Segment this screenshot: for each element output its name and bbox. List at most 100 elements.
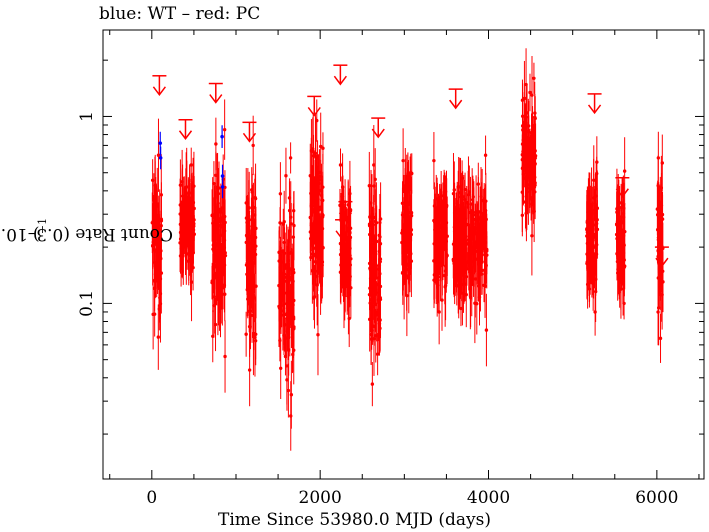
pc-data-point [463,282,467,286]
pc-data-point [313,236,317,240]
upper-limit-arrow [152,75,167,97]
pc-data-point [622,169,627,173]
pc-data-point [465,260,469,265]
upper-limit-arrow [587,93,602,115]
pc-data-point [348,191,352,196]
upper-limit-head [587,104,602,115]
upper-limit-arrow [654,246,669,268]
data-marks [150,48,669,451]
pc-data-point [451,259,456,263]
pc-data-point [214,142,218,146]
pc-data-point [656,310,660,314]
y-tick-label: 1 [77,111,97,122]
pc-data-point [407,215,411,219]
pc-data-point [445,203,449,208]
upper-limit-arrow [615,176,630,198]
pc-data-point [476,182,481,186]
pc-data-point [459,220,463,224]
pc-data-point [372,163,376,167]
pc-data-point [377,321,382,326]
pc-data-point [472,243,477,247]
pc-data-point [153,260,157,265]
x-tick-label: 2000 [299,488,342,508]
pc-data-point [223,292,227,296]
pc-data-point [223,214,227,219]
pc-data-point [313,151,318,156]
pc-data-point [402,279,406,283]
pc-data-point [435,253,439,257]
pc-data-point [210,279,214,283]
pc-data-point [284,174,288,178]
pc-data-point [338,241,343,246]
pc-data-point [157,268,161,272]
pc-data-point [593,201,597,206]
pc-data-point [285,378,289,382]
pc-data-point [220,233,225,237]
pc-data-point [215,173,220,178]
pc-data-point [484,328,489,332]
pc-data-point [213,322,218,327]
pc-data-point [253,213,257,217]
pc-data-point [247,218,251,222]
pc-data-point [251,143,255,148]
pc-data-point [378,272,382,276]
pc-data-point [152,203,156,208]
pc-data-point [186,195,191,199]
pc-data-point [483,153,488,157]
pc-data-point [152,312,157,316]
pc-data-point [593,310,597,314]
pc-data-point [441,231,445,235]
pc-data-point [278,338,282,343]
pc-data-point [341,205,345,209]
pc-data-point [321,146,325,150]
pc-data-point [154,273,159,277]
pc-data-point [157,307,162,311]
pc-data-point [478,217,482,221]
pc-data-point [159,193,163,197]
pc-data-point [246,270,251,274]
pc-data-point [439,202,443,207]
pc-data-point [530,93,534,97]
pc-data-point [458,195,463,199]
pc-data-point [401,158,405,163]
pc-data-point [343,278,347,283]
pc-data-point [210,213,214,218]
pc-data-point [523,141,528,146]
pc-data-point [150,244,155,248]
pc-data-point [312,296,316,300]
wt-data-point [158,156,163,160]
pc-data-point [291,315,296,319]
pc-data-point [222,127,227,132]
pc-data-point [158,244,162,248]
pc-data-point [156,153,161,157]
pc-data-point [439,225,444,230]
pc-data-point [585,220,589,225]
pc-data-point [400,271,405,275]
pc-data-point [378,242,383,246]
pc-data-point [216,248,220,253]
pc-data-point [616,227,620,232]
pc-data-point [463,217,468,222]
pc-data-point [311,154,316,158]
pc-data-point [438,256,442,260]
pc-data-point [178,203,183,207]
pc-data-point [368,301,372,305]
pc-data-point [289,215,293,219]
pc-data-point [587,211,591,215]
pc-data-point [480,268,484,273]
upper-limit-head [333,75,347,86]
pc-data-point [656,235,661,240]
pc-data-point [469,249,474,254]
pc-data-point [533,156,537,160]
pc-data-point [525,186,529,191]
pc-data-point [369,298,374,302]
y-axis-label-tail: ) [32,224,40,245]
pc-data-point [585,241,590,246]
pc-data-point [247,368,252,372]
pc-data-point [291,235,296,239]
pc-data-point [622,265,627,269]
pc-data-point [528,90,532,95]
y-tick-label-group: 0.1 [77,290,97,317]
pc-data-point [250,313,254,318]
